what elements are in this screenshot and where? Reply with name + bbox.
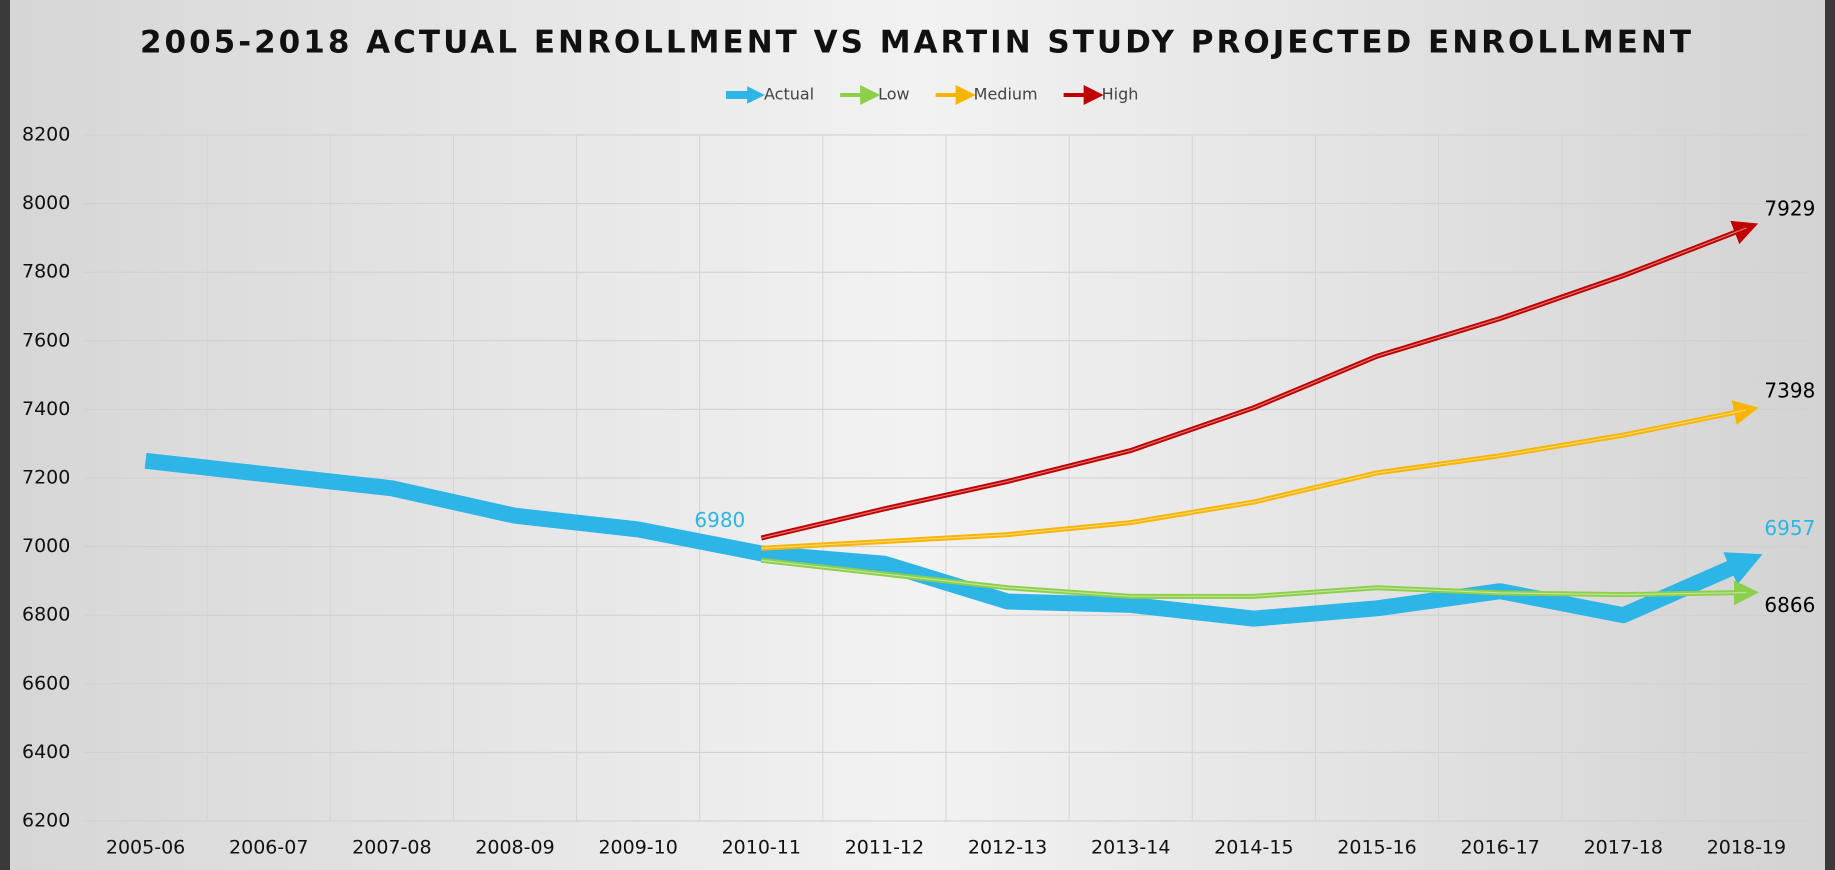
y-tick-label: 7200 <box>22 467 70 489</box>
legend: Actual Low Medium High <box>726 85 1139 105</box>
y-tick-label: 6600 <box>22 672 70 694</box>
legend-label: Low <box>878 85 910 104</box>
y-tick-label: 7800 <box>22 261 70 283</box>
legend-label: High <box>1102 85 1139 104</box>
data-label: 6980 <box>694 508 745 532</box>
series-line <box>760 220 1759 541</box>
x-tick-label: 2014-15 <box>1214 837 1293 859</box>
legend-label: Actual <box>764 85 814 104</box>
x-tick-label: 2012-13 <box>968 837 1047 859</box>
x-tick-label: 2015-16 <box>1337 837 1416 859</box>
y-tick-label: 8000 <box>22 192 70 214</box>
series-line <box>761 400 1759 551</box>
x-tick-label: 2018-19 <box>1707 837 1786 859</box>
data-label: 7929 <box>1764 196 1815 220</box>
series-line-inner <box>761 559 1747 597</box>
legend-label: Medium <box>974 85 1038 104</box>
x-tick-label: 2010-11 <box>722 837 801 859</box>
y-tick-label: 6400 <box>22 741 70 763</box>
x-tick-label: 2013-14 <box>1091 837 1170 859</box>
y-tick-label: 6800 <box>22 604 70 626</box>
series-line-inner <box>761 227 1747 539</box>
data-label: 6866 <box>1764 593 1815 617</box>
data-label: 7398 <box>1764 379 1815 403</box>
x-tick-label: 2008-09 <box>475 837 554 859</box>
background <box>10 0 1825 870</box>
x-tick-label: 2005-06 <box>106 837 185 859</box>
y-tick-label: 7600 <box>22 329 70 351</box>
x-tick-label: 2007-08 <box>352 837 431 859</box>
y-tick-label: 8200 <box>22 124 70 146</box>
x-tick-label: 2017-18 <box>1584 837 1663 859</box>
y-tick-label: 7400 <box>22 398 70 420</box>
y-tick-label: 6200 <box>22 810 70 832</box>
data-label: 6957 <box>1764 516 1815 540</box>
chart-title: 2005-2018 ACTUAL ENROLLMENT VS MARTIN ST… <box>140 25 1694 61</box>
x-tick-label: 2011-12 <box>845 837 924 859</box>
series-line-inner <box>761 409 1747 549</box>
y-tick-label: 7000 <box>22 535 70 557</box>
x-tick-label: 2009-10 <box>598 837 677 859</box>
x-tick-label: 2016-17 <box>1460 837 1539 859</box>
series-line <box>761 557 1759 606</box>
x-tick-label: 2006-07 <box>229 837 308 859</box>
